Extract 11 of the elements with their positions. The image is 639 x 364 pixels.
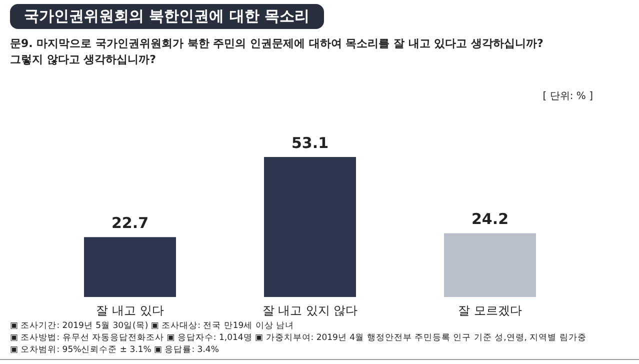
text: [ 단위: % ] [542,90,593,103]
x-tick-label: 잘 모르겠다 [458,304,522,318]
data-label: 24.2 [471,210,509,228]
text: ▣ 조사기간: 2019년 5월 30일(목) ▣ 조사대상: 전국 만19세 이상 남녀 [10,320,296,332]
x-tick-label: 잘 내고 있다 [96,304,164,318]
text: ▣ 오차범위: 95%신뢰수준 ± 3.1% ▣ 응답률: 3.4% [10,344,220,356]
data-label: 53.1 [291,134,329,152]
chart-title: 국가인권위원회의 북한인권에 대한 목소리 [10,4,324,29]
text: ▣ 조사방법: 유무선 자동응답전화조사 ▣ 응답자수: 1,014명 ▣ 가중치부여: 2019년 4월 행정안전부 주민등록 인구 기준 성,연령, 지역별 림가중 [10,332,586,344]
data-label: 22.7 [111,214,149,232]
chart-subtitle: 문9. 마지막으로 국가인권위원회가 북한 주민의 인권문제에 대하여 목소리를 잘 내고 있다고 생각하십니까? 그렇지 않다고 생각하십니까? [10,36,544,68]
